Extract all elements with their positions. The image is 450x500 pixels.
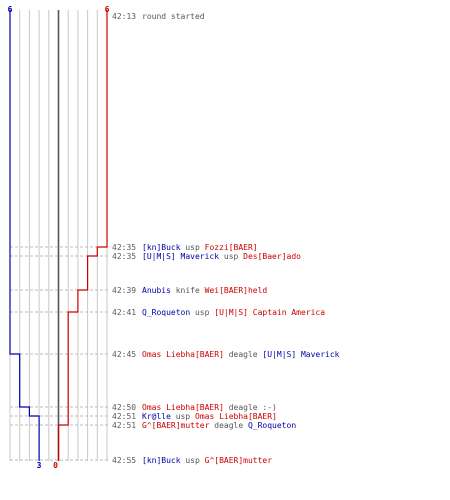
event-part-red: Wei[BAER]held xyxy=(205,286,268,295)
event-part-red: Omas Liebha[BAER] xyxy=(142,403,224,412)
label-layer: 6 3 6 0 xyxy=(8,5,110,470)
event-log: 42:13 round started 42:35 [kn]Buck usp Fozz… xyxy=(112,12,340,465)
event-part-neutral: deagle xyxy=(224,350,263,359)
event-part-red: G^[BAER]mutter xyxy=(205,456,273,465)
event-part-red: G^[BAER]mutter xyxy=(142,421,210,430)
event-description: [kn]Buck usp Fozzi[BAER] xyxy=(142,243,258,252)
event-part-blue: Q_Roqueton xyxy=(142,308,190,317)
event-description: G^[BAER]mutter deagle Q_Roqueton xyxy=(142,421,296,430)
series-line-blue xyxy=(9,10,40,461)
event-time: 42:55 xyxy=(112,456,136,465)
event-description: Kr@lle usp Omas Liebha[BAER] xyxy=(142,412,277,421)
event-part-red: Fozzi[BAER] xyxy=(205,243,258,252)
event-part-neutral: usp xyxy=(190,308,214,317)
event-part-blue: [kn]Buck xyxy=(142,243,181,252)
event-time: 42:13 xyxy=(112,12,136,21)
event-part-blue: [kn]Buck xyxy=(142,456,181,465)
event-part-neutral: usp xyxy=(171,412,195,421)
event-part-blue: [U|M|S] Maverick xyxy=(262,350,339,359)
series-layer xyxy=(9,10,108,461)
event-description: round started xyxy=(142,12,205,21)
event-time: 42:51 xyxy=(112,421,136,430)
event-description: Omas Liebha[BAER] deagle [U|M|S] Maveric… xyxy=(142,350,340,359)
event-part-neutral: usp xyxy=(219,252,243,261)
event-part-neutral: usp xyxy=(181,456,205,465)
event-time: 42:51 xyxy=(112,412,136,421)
event-time: 42:50 xyxy=(112,403,136,412)
event-description: [kn]Buck usp G^[BAER]mutter xyxy=(142,456,272,465)
event-time: 42:35 xyxy=(112,243,136,252)
event-time: 42:45 xyxy=(112,350,136,359)
start-score-blue: 6 xyxy=(8,5,13,14)
event-part-neutral: deagle :-) xyxy=(224,403,277,412)
event-part-blue: [U|M|S] Maverick xyxy=(142,252,219,261)
start-score-red: 6 xyxy=(105,5,110,14)
event-part-red: Omas Liebha[BAER] xyxy=(142,350,224,359)
event-part-neutral: knife xyxy=(171,286,205,295)
grid-layer xyxy=(9,10,108,461)
event-part-neutral: round started xyxy=(142,12,205,21)
series-line-red xyxy=(57,10,108,461)
event-part-red: Des[Baer]ado xyxy=(243,252,301,261)
end-score-red: 0 xyxy=(53,461,58,470)
end-score-blue: 3 xyxy=(37,461,42,470)
event-part-red: Omas Liebha[BAER] xyxy=(195,412,277,421)
event-part-blue: Q_Roqueton xyxy=(248,421,296,430)
event-time: 42:35 xyxy=(112,252,136,261)
event-description: [U|M|S] Maverick usp Des[Baer]ado xyxy=(142,252,301,261)
event-part-blue: Anubis xyxy=(142,286,171,295)
event-time: 42:41 xyxy=(112,308,136,317)
event-part-neutral: deagle xyxy=(209,421,248,430)
event-description: Q_Roqueton usp [U|M|S] Captain America xyxy=(142,308,325,317)
event-part-blue: Kr@lle xyxy=(142,412,171,421)
event-description: Omas Liebha[BAER] deagle :-) xyxy=(142,403,277,412)
event-part-red: [U|M|S] Captain America xyxy=(214,308,325,317)
event-time: 42:39 xyxy=(112,286,136,295)
event-description: Anubis knife Wei[BAER]held xyxy=(142,286,267,295)
event-part-neutral: usp xyxy=(181,243,205,252)
